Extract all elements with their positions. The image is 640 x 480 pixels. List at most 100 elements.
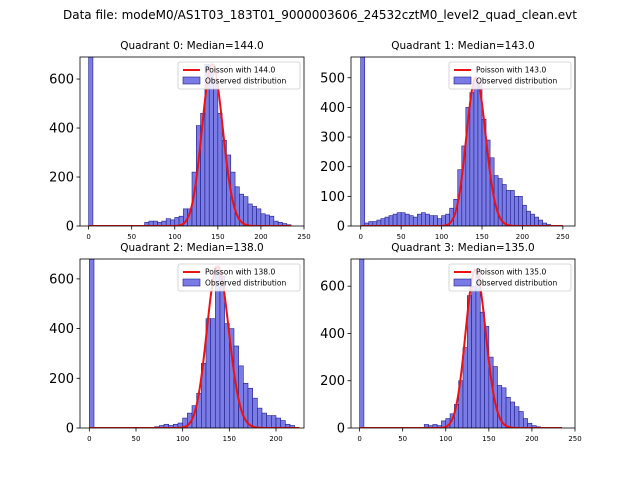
quadrant-0-legend: Poisson with 144.0 Observed distribution <box>177 61 301 90</box>
quadrant-2-histogram-bar <box>280 420 286 428</box>
quadrant-1-title: Quadrant 1: Median=143.0 <box>391 40 534 52</box>
quadrant-1-histogram-bar <box>433 215 438 226</box>
quadrant-2-histogram-bar <box>266 415 272 428</box>
quadrant-2-ytick-label: 600 <box>49 272 74 287</box>
quadrant-3-histogram-bar <box>359 259 365 428</box>
quadrant-0-xtick-label: 100 <box>168 233 181 241</box>
quadrant-1-legend-box <box>448 61 572 90</box>
quadrant-2-xtick-label: 0 <box>87 435 91 443</box>
quadrant-1-legend-bar-swatch <box>453 76 472 85</box>
quadrant-1-histogram-bar <box>522 204 527 226</box>
quadrant-1-histogram-bar <box>417 213 422 226</box>
quadrant-0-histogram-bar <box>260 213 266 226</box>
quadrant-2-legend-observed-label: Observed distribution <box>205 279 286 288</box>
quadrant-1-histogram-bar <box>469 92 475 226</box>
quadrant-0-histogram-bar <box>88 57 94 226</box>
quadrant-0-xtick-label: 150 <box>211 233 224 241</box>
quadrant-1-histogram-bar <box>396 212 402 226</box>
quadrant-1-histogram-bar <box>380 218 386 226</box>
quadrant-1-ytick-label: 200 <box>320 160 345 175</box>
quadrant-2-histogram-bar <box>271 415 277 428</box>
quadrant-2-ytick-label: 0 <box>66 422 74 437</box>
quadrant-1-ytick-label: 500 <box>320 71 345 86</box>
quadrant-1-histogram-bar <box>425 213 430 226</box>
quadrant-2-plot-area <box>89 259 300 428</box>
quadrant-1-histogram-bar <box>404 213 410 226</box>
quadrant-1-histogram-bar <box>360 57 366 226</box>
quadrant-1-histogram-bar <box>514 196 519 226</box>
quadrant-2-axes-frame <box>79 258 305 429</box>
quadrant-0-xtick-label: 0 <box>86 233 90 241</box>
quadrant-0-ytick-label: 200 <box>49 171 74 186</box>
quadrant-1-legend-observed-label: Observed distribution <box>476 77 557 86</box>
quadrant-3-legend-poisson-label: Poisson with 135.0 <box>476 268 546 277</box>
quadrant-0-legend-bar-swatch <box>182 76 201 85</box>
quadrant-0-histogram-bar <box>269 215 275 226</box>
quadrant-3-legend-box <box>448 263 572 292</box>
quadrant-1-axes-frame <box>350 56 576 227</box>
quadrant-3-title: Quadrant 3: Median=135.0 <box>391 242 534 254</box>
quadrant-0-plot-area <box>88 57 292 226</box>
quadrant-0-axes-frame <box>79 56 305 227</box>
quadrant-3-histogram-bar <box>505 396 511 428</box>
quadrant-3-xtick-label: 250 <box>568 435 581 443</box>
quadrant-1-histogram-bar <box>501 184 507 226</box>
quadrant-2-xtick-label: 150 <box>223 435 236 443</box>
quadrant-0-histogram-bar <box>217 113 223 226</box>
quadrant-2-histogram-bar <box>210 318 216 428</box>
quadrant-2-histogram-bar <box>275 417 281 428</box>
quadrant-2-histogram-bar <box>257 407 263 428</box>
quadrant-1-histogram-bar <box>392 213 398 226</box>
quadrant-0-xtick-label: 200 <box>254 233 267 241</box>
quadrant-0-xtick-label: 50 <box>127 233 136 241</box>
quadrant-1-histogram-bar <box>429 215 434 226</box>
quadrant-3-ytick-label: 200 <box>320 374 345 389</box>
quadrant-1-legend-poisson-label: Poisson with 143.0 <box>476 66 546 75</box>
quadrant-1-histogram-bar <box>400 212 406 226</box>
quadrant-2-histogram-bar <box>247 387 253 428</box>
quadrant-1-xtick-label: 200 <box>516 233 529 241</box>
quadrant-1-histogram-bar <box>505 190 511 226</box>
quadrant-3-legend-bar-swatch <box>453 278 472 287</box>
quadrant-3-histogram-bar <box>518 411 524 428</box>
quadrant-1-histogram-bar <box>510 190 515 226</box>
quadrant-0-histogram-bar <box>252 206 257 226</box>
quadrant-2-histogram-bar <box>289 425 295 428</box>
quadrant-3-xtick-label: 0 <box>357 435 361 443</box>
quadrant-2-ytick-label: 400 <box>49 322 74 337</box>
quadrant-1-histogram-bar <box>408 215 414 226</box>
quadrant-2-ytick-label: 200 <box>49 372 74 387</box>
quadrant-1-ytick-label: 300 <box>320 131 345 146</box>
quadrant-0-legend-observed-label: Observed distribution <box>205 77 286 86</box>
quadrant-3-plot-area <box>359 259 563 428</box>
quadrant-1-legend: Poisson with 143.0 Observed distribution <box>448 61 572 90</box>
quadrant-2-panel: Quadrant 2: Median=138.0 0 200 400 600 0 50 100… <box>49 242 305 443</box>
quadrant-0-ytick-label: 400 <box>49 122 74 137</box>
quadrant-3-histogram-bar <box>514 406 520 428</box>
quadrant-1-histogram-bar <box>534 216 539 226</box>
quadrant-0-ytick-label: 0 <box>66 220 74 235</box>
quadrant-0-histogram-bar <box>165 218 171 226</box>
quadrant-3-ytick-label: 0 <box>337 422 345 437</box>
quadrant-3-legend: Poisson with 135.0 Observed distribution <box>448 263 572 292</box>
quadrant-3-histogram-bar <box>475 269 481 428</box>
quadrant-1-histogram-bar <box>388 215 394 226</box>
quadrant-3-poisson-line <box>359 268 563 428</box>
quadrant-3-ytick-label: 600 <box>320 280 345 295</box>
quadrant-3-ytick-label: 400 <box>320 327 345 342</box>
quadrant-2-histogram-bar <box>238 365 244 428</box>
quadrant-2-xtick-label: 100 <box>176 435 189 443</box>
quadrant-2-histogram-bar <box>219 276 225 428</box>
quadrant-2-title: Quadrant 2: Median=138.0 <box>120 242 263 254</box>
quadrant-3-xtick-label: 50 <box>398 435 407 443</box>
quadrant-1-histogram-bar <box>421 212 426 226</box>
quadrant-0-histogram-bar <box>247 203 253 226</box>
quadrant-0-legend-poisson-label: Poisson with 144.0 <box>205 66 275 75</box>
quadrant-3-xtick-label: 150 <box>482 435 495 443</box>
quadrant-0-xtick-label: 250 <box>297 233 310 241</box>
quadrant-0-histogram-bar <box>213 78 219 226</box>
quadrant-0-histogram-bar <box>264 214 270 226</box>
quadrant-1-poisson-line <box>360 76 563 226</box>
quadrant-2-legend-bar-swatch <box>182 278 201 287</box>
